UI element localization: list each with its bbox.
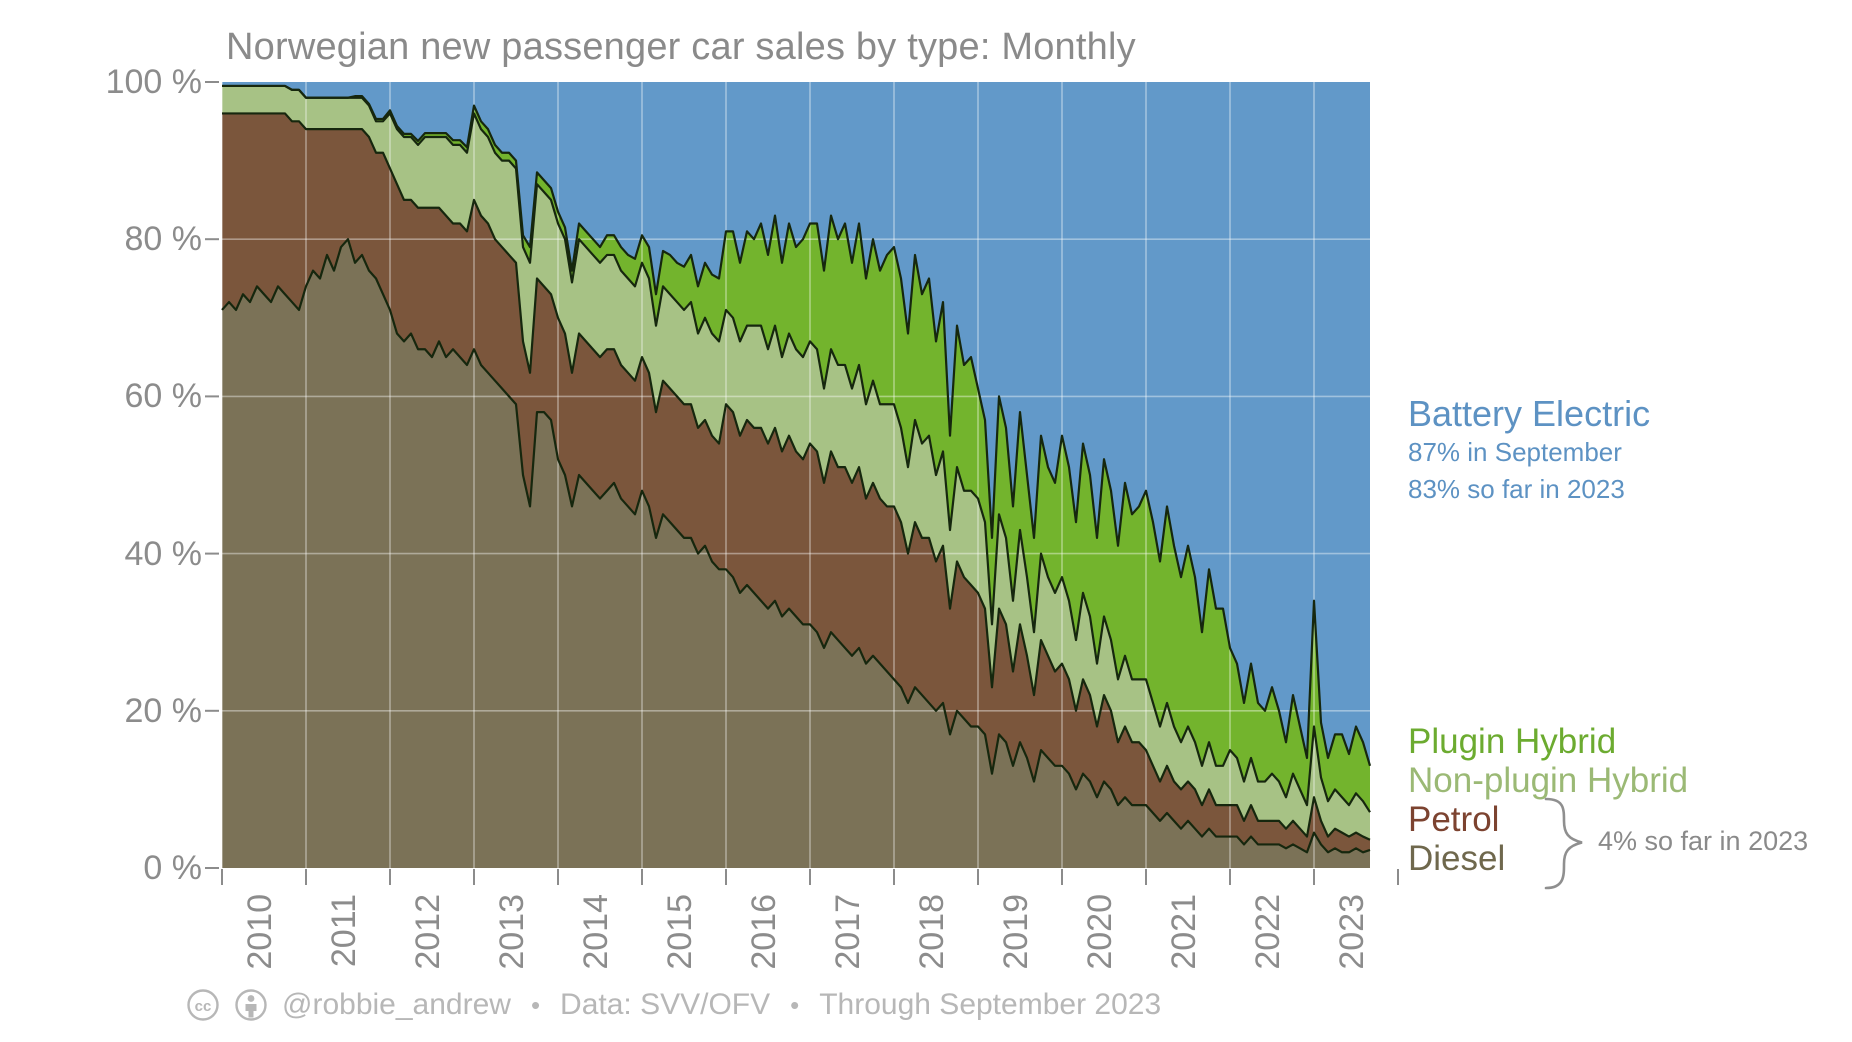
legend-battery-label: Battery Electric — [1408, 393, 1651, 434]
legend-diesel-label: Diesel — [1408, 839, 1506, 878]
legend-battery-electric: Battery Electric 87% in September 83% so… — [1408, 394, 1650, 508]
x-tick-label-2014: 2014 — [577, 894, 615, 970]
footer-attribution: cc @robbie_andrew • Data: SVV/OFV • Thro… — [186, 988, 1161, 1022]
cc-license-icon: cc — [187, 989, 219, 1021]
boundary-petrol — [222, 112, 1371, 841]
legend-nonplugin-hybrid-label: Non-plugin Hybrid — [1408, 761, 1689, 800]
x-tick-label-2017: 2017 — [829, 894, 867, 970]
boundary-non-plugin-hybrid — [222, 84, 1371, 813]
x-tick-label-2010: 2010 — [241, 894, 279, 970]
boundary-diesel — [221, 238, 1371, 854]
chart-title: Norwegian new passenger car sales by typ… — [226, 26, 1136, 68]
cc-by-attribution-icon — [235, 989, 267, 1021]
fossil-share-note: 4% so far in 2023 — [1598, 826, 1809, 856]
x-tick-label-2022: 2022 — [1249, 894, 1287, 970]
svg-text:cc: cc — [195, 998, 212, 1015]
legend-battery-note-september: 87% in September — [1408, 437, 1622, 467]
footer-through-date: Through September 2023 — [819, 988, 1162, 1021]
footer-handle: @robbie_andrew — [282, 988, 511, 1021]
legend-battery-note-ytd: 83% so far in 2023 — [1408, 474, 1625, 504]
y-tick-label-0: 0 % — [143, 849, 202, 887]
x-tick-label-2019: 2019 — [997, 894, 1035, 970]
legend-plugin-hybrid-label: Plugin Hybrid — [1408, 722, 1617, 761]
y-tick-label-100: 100 % — [105, 63, 202, 101]
boundary-plugin-hybrid — [222, 84, 1372, 767]
x-tick-label-2012: 2012 — [409, 894, 447, 970]
footer-separator: • — [530, 989, 541, 1020]
footer-data-source: Data: SVV/OFV — [560, 988, 771, 1021]
y-tick-label-40: 40 % — [124, 534, 203, 573]
legend-fossil-hybrid: Plugin Hybrid Non-plugin Hybrid Petrol D… — [1408, 722, 1688, 878]
brace-icon — [1544, 797, 1583, 890]
x-tick-label-2016: 2016 — [745, 894, 783, 970]
y-tick-label-20: 20 % — [124, 691, 203, 730]
y-tick-label-60: 60 % — [124, 377, 203, 416]
y-tick-label-80: 80 % — [124, 220, 203, 259]
x-tick-label-2020: 2020 — [1081, 894, 1119, 970]
x-tick-label-2023: 2023 — [1333, 894, 1371, 970]
x-tick-label-2018: 2018 — [913, 894, 951, 970]
legend-petrol-label: Petrol — [1408, 800, 1500, 839]
x-tick-label-2011: 2011 — [325, 894, 363, 967]
footer-separator: • — [790, 989, 800, 1020]
x-tick-label-2015: 2015 — [661, 894, 699, 970]
x-tick-label-2021: 2021 — [1165, 894, 1203, 970]
x-tick-label-2013: 2013 — [493, 894, 531, 970]
